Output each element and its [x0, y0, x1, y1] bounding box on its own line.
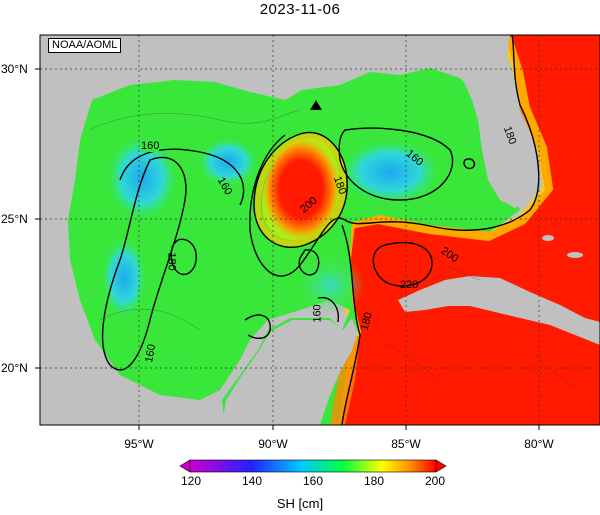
triangle-marker-icon — [310, 100, 322, 110]
florida-peninsula — [462, 70, 536, 208]
contour-160-southwest — [101, 156, 187, 371]
map-frame — [39, 34, 600, 426]
contour-label: 220 — [400, 279, 419, 291]
contour-160-bay — [244, 314, 271, 339]
cool-eddy-southwest — [102, 238, 146, 318]
lake-okeechobee — [515, 152, 525, 164]
yucatan-peninsula — [222, 318, 358, 425]
contour-label: 180 — [165, 252, 178, 271]
contour-180-small — [170, 238, 197, 276]
lat-label-30n: 30°N — [1, 62, 28, 76]
lon-label-95w: 95°W — [124, 437, 154, 451]
colorbar-tick: 180 — [363, 474, 385, 488]
colorbar-tick: 200 — [424, 474, 446, 488]
colorbar-tick: 160 — [302, 474, 324, 488]
colorbar — [179, 459, 447, 473]
frame-ticks — [35, 68, 540, 430]
contour-160-east — [338, 127, 454, 201]
lon-label-90w: 90°W — [258, 437, 288, 451]
contour-label: 160 — [311, 304, 324, 323]
cool-eddy-east — [340, 140, 440, 204]
contour-220 — [372, 242, 433, 287]
light-cool-area — [295, 255, 365, 315]
contour-lines — [101, 35, 540, 425]
contour-180-loop — [253, 131, 348, 248]
yucatan-warm-strip — [330, 335, 360, 425]
contour-small-ne — [463, 158, 476, 170]
colorbar-low-arrow — [180, 460, 190, 472]
contour-180-yucatan — [341, 224, 361, 425]
map-area — [40, 35, 600, 425]
contour-label: 160 — [141, 140, 160, 152]
lat-label-20n: 20°N — [1, 361, 28, 375]
cool-eddy-central — [198, 138, 258, 186]
cuba — [398, 276, 600, 345]
contour-160-west — [119, 148, 245, 206]
colorbar-units: SH [cm] — [276, 496, 324, 511]
contour-160-small — [298, 249, 320, 276]
lat-label-25n: 25°N — [1, 212, 28, 226]
us-gulf-coast — [40, 35, 510, 425]
credit-label: NOAA/AOML — [48, 38, 122, 53]
contour-160-south — [317, 296, 339, 323]
grid-lines — [40, 35, 600, 425]
map-title: 2023-11-06 — [259, 1, 341, 18]
loop-current-eddy — [262, 138, 341, 241]
colorbar-gradient — [190, 460, 436, 472]
colorbar-tick: 120 — [180, 474, 202, 488]
lon-label-85w: 85°W — [391, 437, 421, 451]
contour-180-west — [249, 35, 540, 277]
colorbar-high-arrow — [436, 460, 446, 472]
bahamas-island — [567, 252, 583, 258]
bahamas-island — [542, 235, 554, 241]
colorbar-tick: 140 — [241, 474, 263, 488]
lon-label-80w: 80°W — [524, 437, 554, 451]
loop-eddy-rim — [254, 133, 347, 247]
